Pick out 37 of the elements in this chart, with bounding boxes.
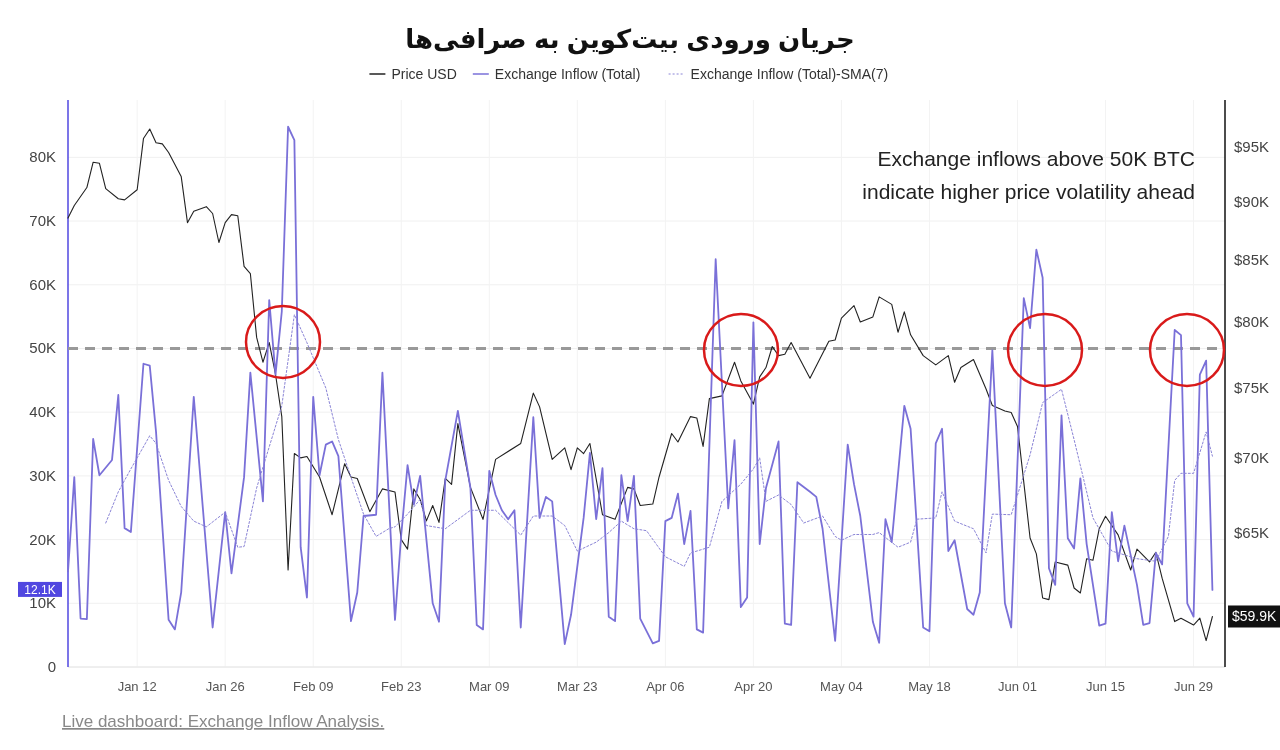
y-tick-label: 30K xyxy=(29,466,56,484)
x-tick-label: Jun 29 xyxy=(1174,679,1214,694)
y-tick-label: 10K xyxy=(29,594,56,612)
y-tick-label: 80K xyxy=(29,148,56,166)
legend-label: Price USD xyxy=(391,66,457,82)
y2-tick-label: $70K xyxy=(1234,448,1270,466)
x-tick-label: Jun 01 xyxy=(997,679,1038,694)
x-tick-label: Jan 26 xyxy=(205,679,245,694)
text: $59.9K xyxy=(1232,608,1278,625)
x-tick-label: Apr 06 xyxy=(646,679,685,694)
x-tick-label: Mar 09 xyxy=(469,679,510,694)
chart-title: جریان ورودی بیت‌کوین به صرافی‌ها xyxy=(405,24,855,55)
text: 12.1K xyxy=(24,582,56,597)
y2-tick-label: $90K xyxy=(1234,193,1270,211)
x-tick-label: Feb 23 xyxy=(381,679,422,694)
y-tick-label: 70K xyxy=(29,212,56,230)
x-tick-label: May 18 xyxy=(908,679,951,694)
y-tick-label: 20K xyxy=(29,530,56,548)
y-tick-label: 60K xyxy=(29,275,56,293)
x-tick-label: Mar 23 xyxy=(557,679,598,694)
y2-tick-label: $80K xyxy=(1234,313,1270,330)
x-tick-label: Feb 09 xyxy=(292,679,334,694)
y-tick-label: 40K xyxy=(29,403,56,421)
y-tick-label: 50K xyxy=(29,339,56,357)
y-tick-label: 0 xyxy=(47,658,56,675)
x-tick-label: May 04 xyxy=(820,679,863,694)
legend-label: Exchange Inflow (Total)-SMA(7) xyxy=(690,66,889,82)
y2-tick-label: $95K xyxy=(1234,138,1270,156)
y2-tick-label: $75K xyxy=(1234,378,1270,396)
legend-label: Exchange Inflow (Total) xyxy=(494,66,641,82)
y2-tick-label: $65K xyxy=(1234,524,1270,542)
annotation: Exchange inflows above 50K BTC indicate higher price volatility ahead xyxy=(862,147,1195,203)
x-tick-label: Apr 20 xyxy=(734,679,773,694)
x-tick-label: Jun 15 xyxy=(1086,679,1126,694)
y2-tick-label: $85K xyxy=(1234,251,1270,269)
text: Live dashboard: Exchange Inflow Analysis. xyxy=(62,712,385,731)
x-tick-label: Jan 12 xyxy=(117,679,157,694)
